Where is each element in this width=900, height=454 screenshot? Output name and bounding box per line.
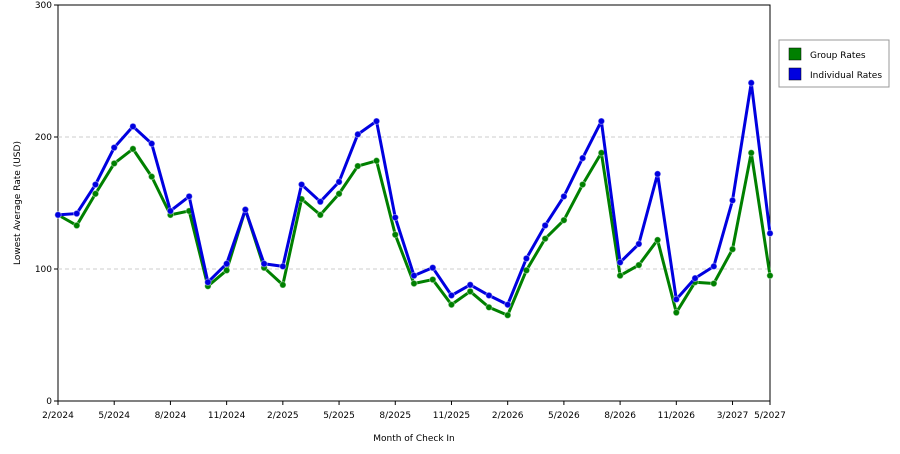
data-point — [710, 262, 718, 271]
data-point — [110, 159, 118, 168]
data-point — [635, 261, 643, 269]
x-tick-label: 5/2025 — [323, 411, 355, 421]
data-point — [710, 279, 718, 288]
data-point — [597, 149, 606, 157]
data-point — [129, 145, 137, 153]
x-tick-label: 8/2024 — [155, 411, 187, 421]
data-point — [166, 207, 175, 215]
data-point — [672, 308, 681, 317]
data-point — [372, 157, 381, 165]
data-point — [597, 117, 606, 125]
data-point — [503, 311, 512, 319]
data-point — [447, 291, 456, 300]
data-point — [429, 275, 437, 284]
data-point — [503, 300, 512, 309]
data-point — [672, 295, 681, 304]
x-tick-label: 2/2026 — [492, 411, 524, 421]
y-tick-label: 200 — [35, 133, 52, 143]
data-point — [485, 303, 493, 311]
data-point — [354, 162, 362, 170]
x-tick-label: 2/2024 — [42, 411, 74, 421]
x-tick-label: 5/2026 — [548, 411, 580, 421]
x-tick-label: 11/2026 — [658, 411, 696, 421]
data-point — [766, 229, 774, 238]
legend-swatch — [788, 67, 802, 81]
data-point — [372, 117, 381, 125]
x-axis-label: Month of Check In — [373, 434, 455, 444]
data-point — [354, 130, 362, 139]
data-point — [541, 221, 549, 230]
data-point — [316, 211, 325, 219]
data-point — [335, 178, 343, 186]
data-point — [110, 143, 118, 152]
y-tick-label: 300 — [35, 1, 52, 11]
data-point — [73, 209, 81, 218]
data-point — [260, 260, 268, 268]
data-point — [54, 211, 62, 219]
data-point — [653, 170, 662, 178]
data-point — [279, 262, 287, 271]
data-point — [466, 287, 474, 296]
data-point — [129, 122, 137, 131]
data-point — [222, 266, 231, 275]
data-point — [410, 271, 418, 280]
data-point — [635, 240, 643, 248]
data-point — [91, 180, 100, 189]
legend-label: Group Rates — [810, 51, 866, 61]
x-tick-label: 3/2027 — [717, 411, 749, 421]
data-point — [691, 274, 699, 282]
data-point — [279, 281, 287, 289]
data-point — [429, 263, 437, 272]
x-tick-label: 5/2027 — [754, 411, 786, 421]
data-point — [578, 154, 587, 162]
data-point — [391, 213, 399, 222]
x-tick-label: 11/2025 — [433, 411, 470, 421]
data-point — [335, 190, 343, 198]
data-point — [222, 260, 231, 268]
data-point — [297, 180, 306, 189]
legend-label: Individual Rates — [810, 71, 882, 81]
data-point — [73, 221, 81, 230]
data-point — [204, 278, 212, 286]
data-point — [616, 271, 624, 280]
y-tick-label: 100 — [35, 265, 52, 275]
data-point — [766, 271, 774, 280]
data-point — [91, 190, 100, 198]
data-point — [466, 281, 474, 289]
data-point — [560, 192, 568, 201]
y-axis-label: Lowest Average Rate (USD) — [13, 141, 23, 265]
data-point — [541, 234, 549, 243]
x-tick-label: 8/2026 — [604, 411, 636, 421]
data-point — [147, 139, 156, 148]
legend-swatch — [788, 47, 802, 61]
x-tick-label: 8/2025 — [379, 411, 411, 421]
y-tick-label: 0 — [46, 397, 52, 407]
data-point — [241, 205, 250, 214]
data-point — [560, 216, 568, 224]
data-point — [522, 254, 531, 263]
data-point — [728, 196, 737, 205]
x-tick-label: 11/2024 — [208, 411, 246, 421]
data-point — [728, 245, 737, 253]
data-point — [147, 172, 156, 181]
data-point — [522, 266, 531, 275]
data-point — [747, 149, 755, 157]
legend: Group Rates Individual Rates — [778, 39, 890, 88]
x-tick-label: 5/2024 — [98, 411, 130, 421]
data-point — [185, 192, 193, 201]
x-tick-label: 2/2025 — [267, 411, 299, 421]
data-point — [316, 197, 325, 206]
data-point — [653, 236, 662, 244]
data-point — [578, 180, 587, 189]
data-point — [616, 258, 624, 267]
data-point — [410, 279, 418, 288]
data-point — [447, 300, 456, 309]
data-point — [747, 79, 755, 87]
data-point — [485, 291, 493, 300]
data-point — [391, 230, 399, 239]
